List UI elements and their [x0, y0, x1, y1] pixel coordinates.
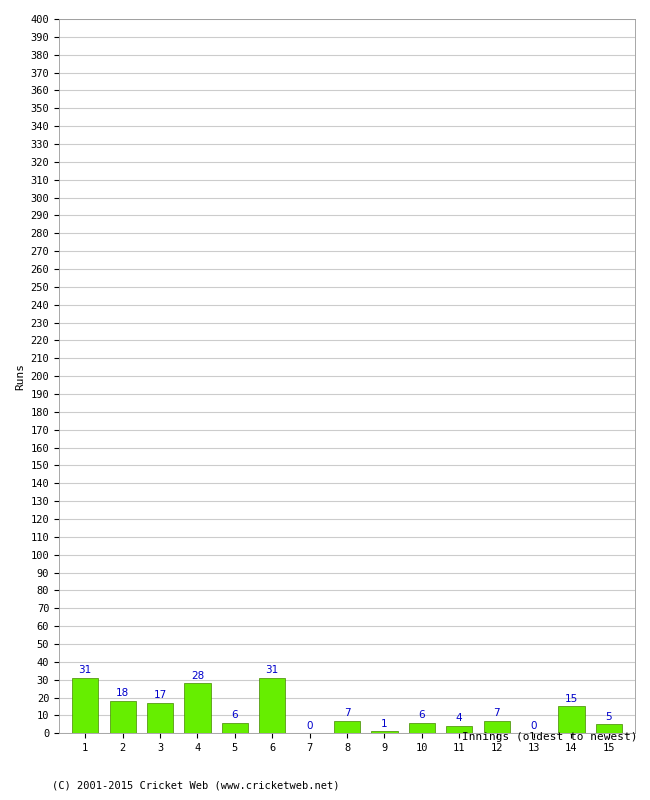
- Bar: [147, 703, 173, 734]
- Bar: [259, 678, 285, 734]
- Text: 4: 4: [456, 714, 463, 723]
- Text: (C) 2001-2015 Cricket Web (www.cricketweb.net): (C) 2001-2015 Cricket Web (www.cricketwe…: [52, 781, 339, 790]
- Text: 0: 0: [306, 721, 313, 730]
- Bar: [484, 721, 510, 734]
- Text: 15: 15: [565, 694, 578, 704]
- Text: 31: 31: [266, 666, 279, 675]
- Bar: [185, 683, 211, 734]
- Y-axis label: Runs: Runs: [15, 362, 25, 390]
- Bar: [371, 731, 398, 734]
- Bar: [446, 726, 473, 734]
- Text: 17: 17: [153, 690, 166, 700]
- Text: 18: 18: [116, 689, 129, 698]
- Bar: [409, 722, 435, 734]
- Bar: [109, 701, 136, 734]
- Bar: [558, 706, 584, 734]
- Text: 1: 1: [381, 719, 388, 729]
- Text: 28: 28: [191, 670, 204, 681]
- Text: 7: 7: [344, 708, 350, 718]
- Text: 0: 0: [531, 721, 538, 730]
- Text: 5: 5: [606, 712, 612, 722]
- Text: 6: 6: [419, 710, 425, 720]
- Text: 31: 31: [79, 666, 92, 675]
- Text: 6: 6: [231, 710, 238, 720]
- Bar: [334, 721, 360, 734]
- Bar: [72, 678, 98, 734]
- Text: Innings (oldest to newest): Innings (oldest to newest): [462, 732, 637, 742]
- Bar: [222, 722, 248, 734]
- Text: 7: 7: [493, 708, 500, 718]
- Bar: [596, 724, 622, 734]
